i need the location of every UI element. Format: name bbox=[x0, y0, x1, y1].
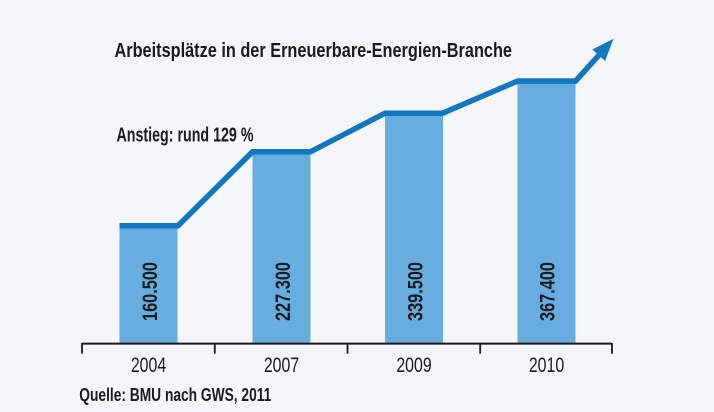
svg-text:367.400: 367.400 bbox=[537, 262, 560, 321]
svg-text:227.300: 227.300 bbox=[272, 262, 295, 321]
svg-text:2009: 2009 bbox=[396, 354, 431, 377]
svg-text:339.500: 339.500 bbox=[405, 262, 428, 321]
svg-text:2010: 2010 bbox=[529, 354, 564, 377]
svg-text:Anstieg: rund 129 %: Anstieg: rund 129 % bbox=[117, 124, 254, 146]
svg-text:160.500: 160.500 bbox=[139, 262, 162, 321]
svg-text:2007: 2007 bbox=[264, 354, 299, 377]
svg-text:2004: 2004 bbox=[131, 354, 167, 377]
svg-text:Arbeitsplätze in der Erneuerba: Arbeitsplätze in der Erneuerbare-Energie… bbox=[115, 39, 513, 62]
svg-text:Quelle: BMU nach GWS, 2011: Quelle: BMU nach GWS, 2011 bbox=[79, 385, 271, 405]
